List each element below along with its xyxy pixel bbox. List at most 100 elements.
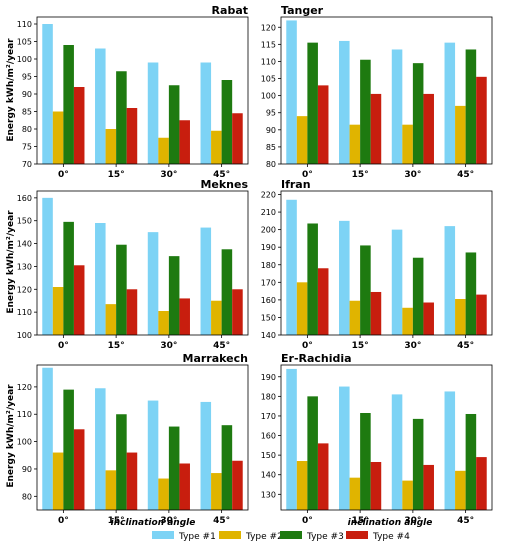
y-tick-label: 110 xyxy=(17,410,32,419)
y-tick-label: 150 xyxy=(261,451,276,460)
bar-type-1-1 xyxy=(286,20,297,164)
y-tick-label: 105 xyxy=(17,38,32,47)
bar-type-2-2 xyxy=(105,470,117,510)
legend-label-type-3: Type #3 xyxy=(306,532,344,542)
x-tick-label: 30° xyxy=(404,516,421,526)
bar-type-1-4 xyxy=(200,62,212,164)
bar-type-1-3 xyxy=(147,400,159,510)
y-tick-label: 120 xyxy=(17,383,32,392)
y-tick-label: 70 xyxy=(22,160,32,169)
bar-type-2-4 xyxy=(455,470,466,510)
y-tick-label: 95 xyxy=(22,73,32,82)
bar-type-4-1 xyxy=(317,268,329,335)
x-tick-label: 30° xyxy=(404,341,421,351)
x-tick-label: 45° xyxy=(457,170,474,180)
bar-type-4-3 xyxy=(423,302,434,335)
y-tick-label: 150 xyxy=(17,217,32,226)
y-tick-label: 100 xyxy=(17,438,32,447)
bar-type-3-4 xyxy=(221,425,233,510)
y-tick-label: 120 xyxy=(261,23,276,32)
panel-title: Meknes xyxy=(200,178,248,191)
plot-frame xyxy=(280,16,493,165)
panel-title: Er-Rachidia xyxy=(281,352,352,365)
bar-type-4-2 xyxy=(126,452,138,510)
y-tick-label: 90 xyxy=(22,465,32,474)
bar-type-4-2 xyxy=(370,461,382,510)
bar-type-4-3 xyxy=(179,298,190,335)
y-tick-label: 190 xyxy=(261,243,276,252)
x-tick-label: 15° xyxy=(352,516,369,526)
plot-frame xyxy=(36,364,249,511)
panel-title: Tanger xyxy=(281,4,324,17)
bar-type-4-4 xyxy=(476,76,487,164)
bar-type-4-1 xyxy=(73,265,85,335)
panel-title: Rabat xyxy=(212,4,248,17)
bar-type-3-3 xyxy=(412,257,424,335)
bar-type-3-2 xyxy=(116,71,127,164)
bar-type-3-4 xyxy=(465,49,477,164)
bar-type-3-4 xyxy=(465,413,477,510)
bar-type-2-4 xyxy=(211,130,222,164)
bar-type-2-4 xyxy=(455,105,466,164)
bar-type-4-3 xyxy=(179,463,190,510)
bar-type-3-1 xyxy=(307,396,318,510)
bar-type-2-2 xyxy=(105,304,117,335)
chart-panel-4: 140 150 160 170 180 190 200 210 220 0° 15° 30° 45° If… xyxy=(261,178,493,351)
y-tick-label: 180 xyxy=(261,392,276,401)
bar-type-1-1 xyxy=(42,367,53,510)
y-tick-label: 160 xyxy=(261,296,276,305)
bar-type-1-3 xyxy=(147,62,159,164)
y-tick-label: 160 xyxy=(17,194,32,203)
bar-type-2-3 xyxy=(158,478,169,510)
bar-type-1-3 xyxy=(391,394,403,510)
bar-type-3-2 xyxy=(360,59,371,164)
bar-type-1-4 xyxy=(444,42,456,164)
y-tick-label: 210 xyxy=(261,208,276,217)
y-tick-label: 95 xyxy=(266,109,276,118)
plot-frame xyxy=(280,364,493,511)
bar-type-4-4 xyxy=(232,113,243,164)
panel-title: Ifran xyxy=(281,178,311,191)
bar-type-2-1 xyxy=(52,452,64,510)
y-tick-label: 140 xyxy=(261,471,276,480)
bar-type-4-4 xyxy=(476,457,487,510)
y-tick-label: 80 xyxy=(22,492,32,501)
bar-type-4-3 xyxy=(423,464,434,510)
x-tick-label: 15° xyxy=(108,516,125,526)
bar-type-1-4 xyxy=(444,226,456,335)
bar-type-2-2 xyxy=(349,300,361,335)
bar-type-1-1 xyxy=(42,197,53,335)
y-tick-label: 100 xyxy=(261,92,276,101)
bar-type-2-4 xyxy=(211,473,222,510)
x-tick-label: 0° xyxy=(58,516,69,526)
bar-type-4-1 xyxy=(317,443,329,510)
y-tick-label: 140 xyxy=(261,331,276,340)
y-tick-label: 170 xyxy=(261,278,276,287)
bar-type-2-3 xyxy=(402,307,413,335)
y-axis-label-row-2: Energy kWh/m²/year xyxy=(6,210,16,314)
bar-type-3-3 xyxy=(168,256,180,335)
y-tick-label: 190 xyxy=(261,373,276,382)
y-tick-label: 200 xyxy=(261,226,276,235)
bar-type-1-3 xyxy=(391,229,403,335)
y-tick-label: 150 xyxy=(261,313,276,322)
bar-type-4-4 xyxy=(232,289,243,335)
bar-type-1-2 xyxy=(339,386,350,510)
bar-type-2-4 xyxy=(455,299,466,335)
y-tick-label: 80 xyxy=(22,125,32,134)
plot-frame xyxy=(36,16,249,165)
bar-type-3-1 xyxy=(63,389,74,510)
x-tick-label: 45° xyxy=(457,341,474,351)
y-tick-label: 120 xyxy=(17,285,32,294)
x-tick-label: 45° xyxy=(213,341,230,351)
bar-type-1-4 xyxy=(200,227,212,335)
bar-type-4-1 xyxy=(73,87,85,164)
bar-type-3-4 xyxy=(221,80,233,164)
plot-frame xyxy=(36,190,249,336)
x-axis-label-right: inclination angle xyxy=(348,518,433,528)
plot-frame xyxy=(280,190,493,336)
bar-type-4-3 xyxy=(179,120,190,164)
x-tick-label: 45° xyxy=(213,170,230,180)
